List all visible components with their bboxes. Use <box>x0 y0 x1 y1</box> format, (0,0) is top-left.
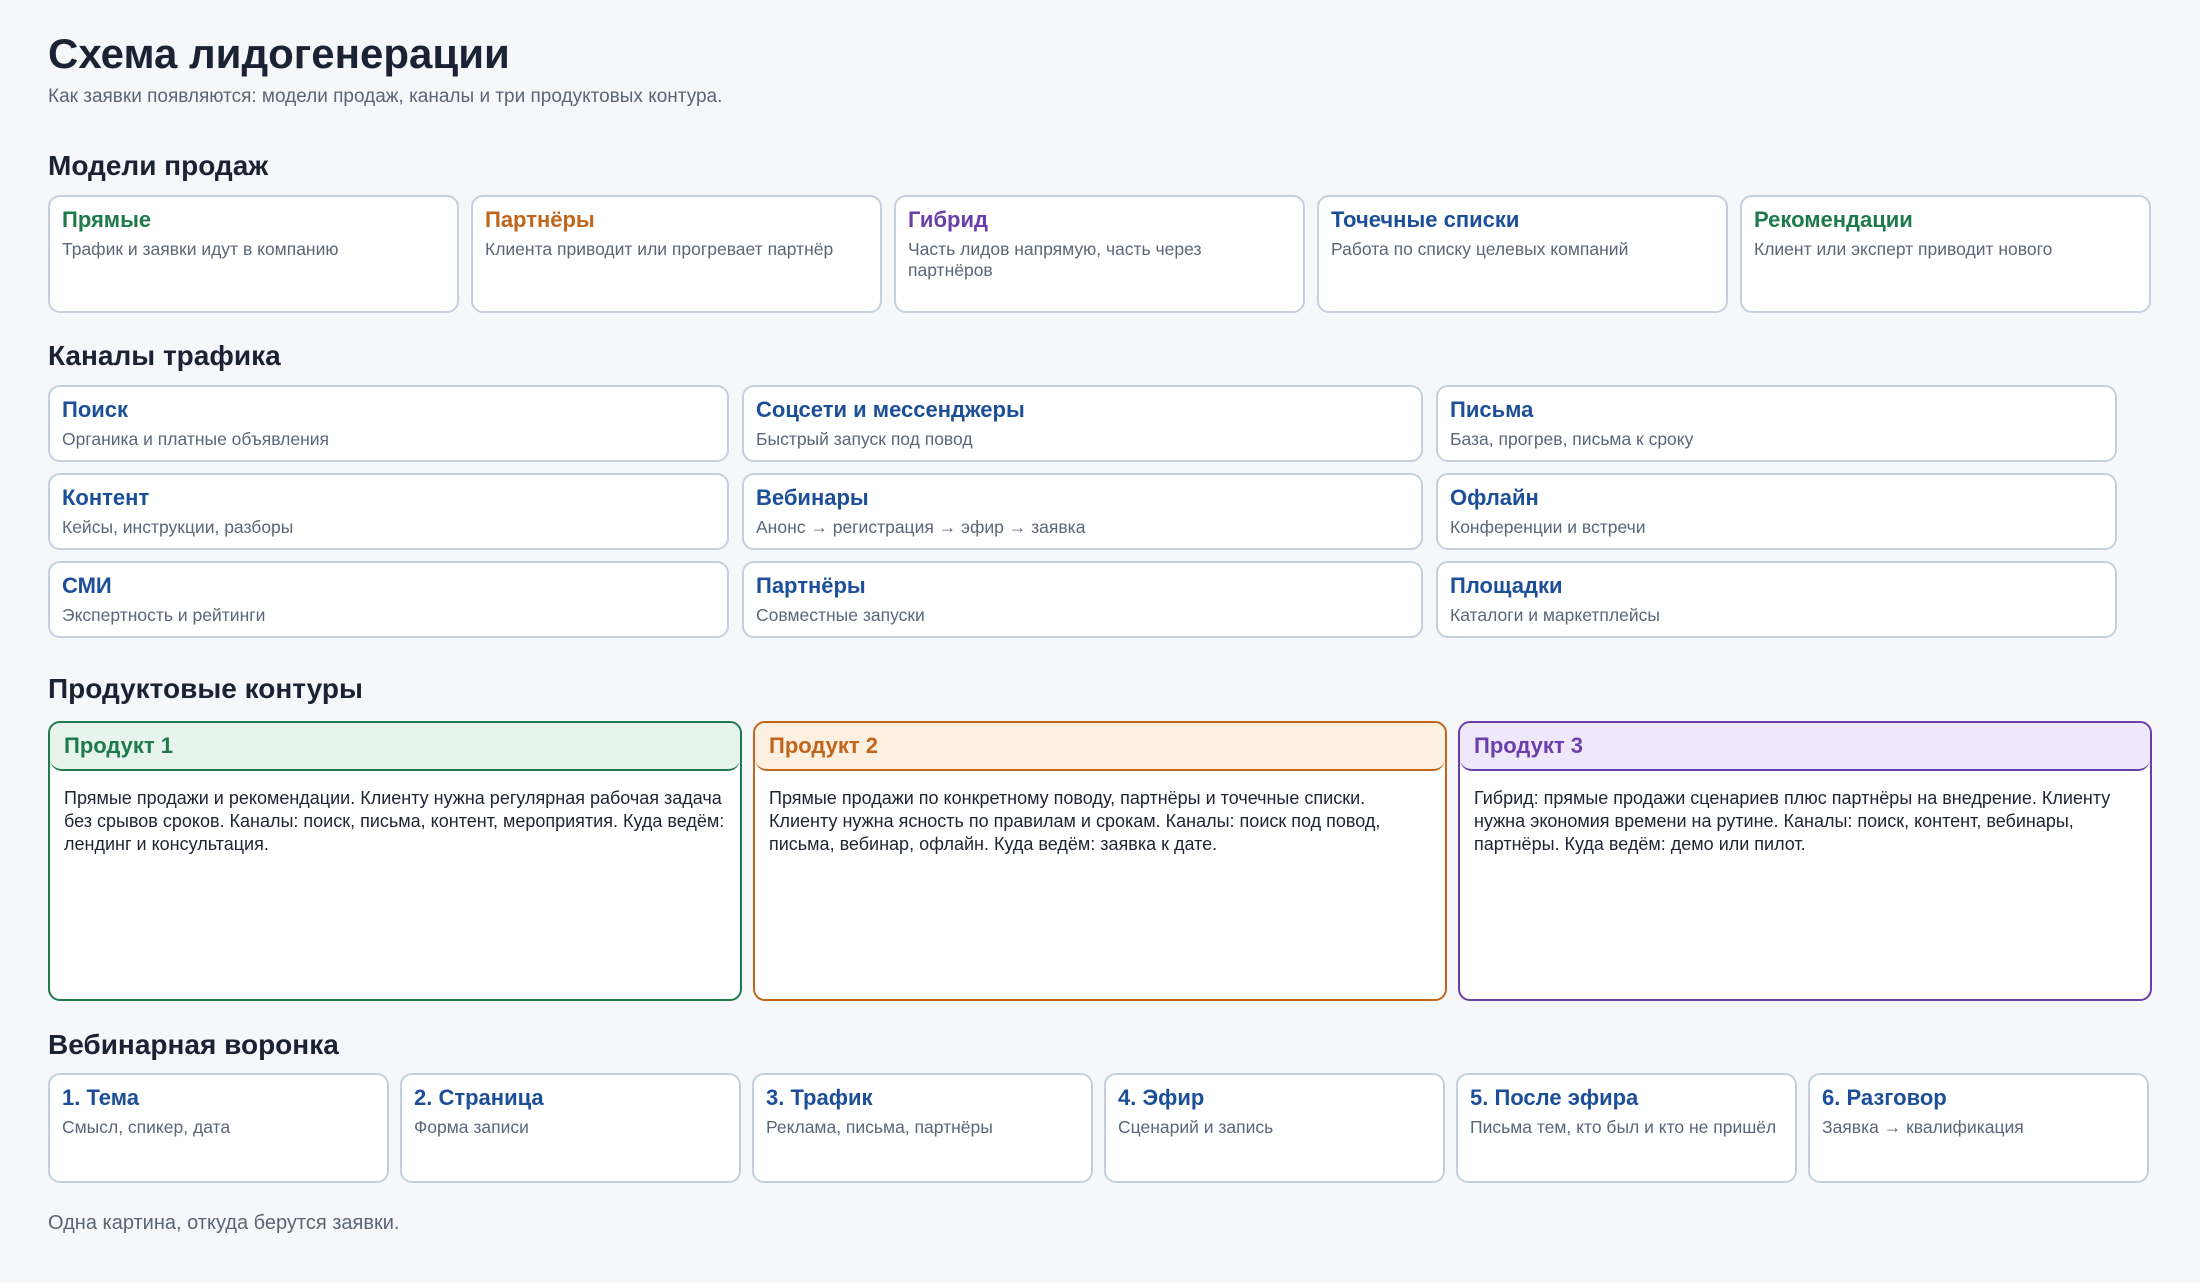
channel-desc: Кейсы, инструкции, разборы <box>62 517 294 537</box>
product-header: Продукт 1 <box>50 723 740 771</box>
channel-title: Офлайн <box>1450 485 1539 510</box>
funnel-step-desc: Смысл, спикер, дата <box>62 1117 231 1137</box>
channel-card: Вебинары Анонс → регистрация → эфир → за… <box>742 473 1423 550</box>
product-card-1: Продукт 1 Прямые продажи и рекомендации.… <box>48 721 742 1001</box>
channel-title: Поиск <box>62 397 129 422</box>
funnel-step-title: 3. Трафик <box>766 1085 873 1110</box>
channel-desc: Конференции и встречи <box>1450 517 1646 537</box>
channel-title: Партнёры <box>756 573 866 598</box>
funnel-step: 5. После эфира Письма тем, кто был и кто… <box>1456 1073 1797 1183</box>
section-title-products: Продуктовые контуры <box>48 673 363 704</box>
section-title-funnel: Вебинарная воронка <box>48 1029 339 1060</box>
channel-card: СМИ Экспертность и рейтинги <box>48 561 729 638</box>
model-title: Рекомендации <box>1754 207 1913 232</box>
channel-desc: Анонс → регистрация → эфир → заявка <box>756 517 1086 537</box>
channel-desc: Экспертность и рейтинги <box>62 605 266 625</box>
funnel-step: 6. Разговор Заявка → квалификация <box>1808 1073 2149 1183</box>
page-title: Схема лидогенерации <box>48 30 510 77</box>
page-subtitle: Как заявки появляются: модели продаж, ка… <box>48 86 723 107</box>
funnel-step-desc: Форма записи <box>414 1117 529 1137</box>
model-title: Точечные списки <box>1331 207 1520 232</box>
funnel-step-title: 1. Тема <box>62 1085 139 1110</box>
footer-note: Одна картина, откуда берутся заявки. <box>48 1212 400 1234</box>
funnel-step: 2. Страница Форма записи <box>400 1073 741 1183</box>
channel-card: Контент Кейсы, инструкции, разборы <box>48 473 729 550</box>
model-card-target-lists: Точечные списки Работа по списку целевых… <box>1317 195 1728 313</box>
funnel-step-desc: Реклама, письма, партнёры <box>766 1117 993 1137</box>
channel-title: Площадки <box>1450 573 1563 598</box>
funnel-step: 4. Эфир Сценарий и запись <box>1104 1073 1445 1183</box>
funnel-step-desc: Заявка → квалификация <box>1822 1117 2024 1137</box>
funnel-row: 1. Тема Смысл, спикер, дата 2. Страница … <box>48 1073 2149 1183</box>
model-card-referrals: Рекомендации Клиент или эксперт приводит… <box>1740 195 2151 313</box>
page: Схема лидогенерации Как заявки появляютс… <box>0 0 2200 108</box>
channel-desc: Органика и платные объявления <box>62 429 330 449</box>
section-title-models: Модели продаж <box>48 150 269 181</box>
products-row: Продукт 1 Прямые продажи и рекомендации.… <box>48 721 2152 1001</box>
channel-title: Вебинары <box>756 485 869 510</box>
model-card-partners: Партнёры Клиента приводит или прогревает… <box>471 195 882 313</box>
channel-desc: Быстрый запуск под повод <box>756 429 973 449</box>
model-title: Партнёры <box>485 207 595 232</box>
channels-grid: Поиск Органика и платные объявления Соцс… <box>48 385 2117 638</box>
product-body: Прямые продажи по конкретному поводу, па… <box>769 788 1381 854</box>
channel-desc: Каталоги и маркетплейсы <box>1450 605 1660 625</box>
channel-title: Письма <box>1450 397 1534 422</box>
model-desc: Трафик и заявки идут в компанию <box>62 239 339 259</box>
section-title-channels: Каналы трафика <box>48 340 281 371</box>
channel-title: Контент <box>62 485 150 510</box>
funnel-step-desc: Письма тем, кто был и кто не пришёл <box>1470 1117 1777 1137</box>
model-card-direct: Прямые Трафик и заявки идут в компанию <box>48 195 459 313</box>
model-title: Прямые <box>62 207 152 232</box>
model-title: Гибрид <box>908 207 988 232</box>
funnel-step: 1. Тема Смысл, спикер, дата <box>48 1073 389 1183</box>
funnel-step-title: 6. Разговор <box>1822 1085 1947 1110</box>
product-body: Прямые продажи и рекомендации. Клиенту н… <box>64 788 725 854</box>
model-desc: Клиент или эксперт приводит нового <box>1754 239 2053 259</box>
channel-title: Соцсети и мессенджеры <box>756 397 1025 422</box>
product-header: Продукт 2 <box>755 723 1445 771</box>
channel-title: СМИ <box>62 573 112 598</box>
funnel-step-title: 5. После эфира <box>1470 1085 1639 1110</box>
funnel-step: 3. Трафик Реклама, письма, партнёры <box>752 1073 1093 1183</box>
model-desc: Клиента приводит или прогревает партнёр <box>485 239 834 259</box>
channel-card: Площадки Каталоги и маркетплейсы <box>1436 561 2117 638</box>
channel-desc: База, прогрев, письма к сроку <box>1450 429 1694 449</box>
funnel-step-title: 2. Страница <box>414 1085 544 1110</box>
channel-card: Офлайн Конференции и встречи <box>1436 473 2117 550</box>
product-card-3: Продукт 3 Гибрид: прямые продажи сценари… <box>1458 721 2152 1001</box>
channel-desc: Совместные запуски <box>756 605 925 625</box>
model-desc: Работа по списку целевых компаний <box>1331 239 1629 259</box>
funnel-step-title: 4. Эфир <box>1118 1085 1205 1110</box>
channel-card: Соцсети и мессенджеры Быстрый запуск под… <box>742 385 1423 462</box>
model-desc: Часть лидов напрямую, часть через партнё… <box>908 239 1202 280</box>
channel-card: Партнёры Совместные запуски <box>742 561 1423 638</box>
product-header: Продукт 3 <box>1460 723 2150 771</box>
model-card-hybrid: Гибрид Часть лидов напрямую, часть через… <box>894 195 1305 313</box>
funnel-step-desc: Сценарий и запись <box>1118 1117 1274 1137</box>
channel-card: Письма База, прогрев, письма к сроку <box>1436 385 2117 462</box>
product-card-2: Продукт 2 Прямые продажи по конкретному … <box>753 721 1447 1001</box>
channel-card: Поиск Органика и платные объявления <box>48 385 729 462</box>
product-body: Гибрид: прямые продажи сценариев плюс па… <box>1474 788 2111 854</box>
models-row: Прямые Трафик и заявки идут в компанию П… <box>48 195 2151 313</box>
